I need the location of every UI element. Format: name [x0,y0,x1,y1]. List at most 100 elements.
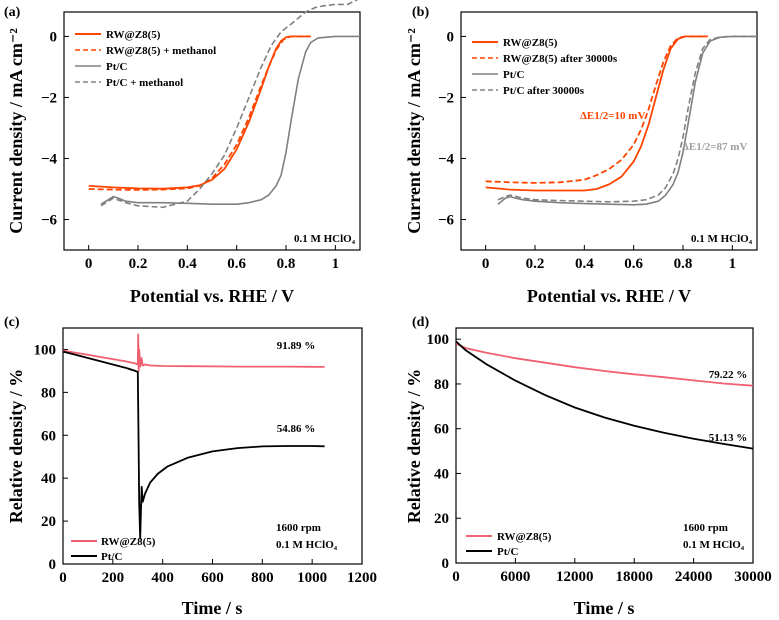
electrolyte-annotation: 0.1 M HClO₄ [276,539,338,551]
legend: RW@Z8(5) RW@Z8(5) + methanol Pt/C Pt/C +… [75,29,216,89]
series-line-pt-c-methanol [100,0,359,209]
series-line-pt-c [497,35,757,206]
x-tick-label: 800 [251,570,274,586]
y-tick-label: 0 [50,29,58,45]
y-tick-label: −4 [41,151,58,167]
y-axis-label: Relative density / % [404,369,424,524]
axis-ticks: 0 6000 12000 18000 24000 30000 0 20 40 60 80 100 [427,332,772,585]
legend-label: RW@Z8(5) [101,536,156,548]
legend-label: Pt/C after 30000s [503,85,585,97]
x-tick-label: 0.2 [129,256,148,272]
panel-label: (d) [412,315,429,330]
panel-c: (c) 0 200 400 600 800 1000 1200 0 20 40 60 80 100 Ti… [4,315,377,618]
x-tick-label: 1 [332,256,340,272]
y-tick-label: 80 [41,385,56,401]
x-tick-label: 0.4 [178,256,197,272]
x-axis-label: Potential vs. RHE / V [527,286,691,306]
rpm-annotation: 1600 rpm [276,522,321,534]
y-tick-label: 0 [49,557,57,573]
electrolyte-annotation: 0.1 M HClO₄ [294,233,356,245]
delta-e-annotation-rw: ΔE1/2=10 mV [580,110,645,122]
y-tick-label: 0 [447,29,455,45]
x-axis-label: Time / s [182,598,243,618]
x-axis-label: Potential vs. RHE / V [130,286,294,306]
curves [62,333,325,540]
series-line-pt-c [62,350,325,540]
series-line-rw-z8-5- [485,35,708,192]
legend-label: Pt/C [497,546,518,558]
curves [88,0,360,209]
x-tick-label: 0.4 [575,256,594,272]
electrolyte-annotation: 0.1 M HClO₄ [691,233,753,245]
y-tick-label: −2 [41,90,57,106]
x-tick-label: 600 [201,570,224,586]
x-tick-label: 0 [85,256,93,272]
legend-label: Pt/C [106,61,127,73]
y-tick-label: 100 [34,342,57,358]
y-tick-label: 80 [434,377,449,393]
y-tick-label: 40 [41,471,56,487]
x-axis-label: Time / s [574,598,635,618]
panel-a: (a) 0 0.2 0.4 0.6 0.8 1 0 −2 −4 −6 Potential vs. … [4,0,361,306]
x-tick-label: 0.8 [277,256,296,272]
legend-label: RW@Z8(5) [503,37,558,49]
legend-label: Pt/C + methanol [106,77,183,89]
series-line-rw-z8-5- [455,342,754,387]
y-axis-label: Current density / mA cm⁻² [6,28,26,234]
delta-e-annotation-pt: ΔE1/2=87 mV [682,141,747,153]
y-axis-label: Current density / mA cm⁻² [404,28,424,234]
legend-label: RW@Z8(5) + methanol [106,45,216,57]
x-tick-label: 200 [102,570,125,586]
curves [485,35,757,206]
axis-ticks: 0 0.2 0.4 0.6 0.8 1 0 −2 −4 −6 [438,29,736,272]
series-line-rw-z8-5-methanol [88,35,311,191]
legend-label: RW@Z8(5) [497,531,552,543]
legend: RW@Z8(5) RW@Z8(5) after 30000s Pt/C Pt/C… [472,37,618,97]
legend-label: Pt/C [101,551,122,563]
end-label: 54.86 % [277,423,316,435]
series-line-pt-c [100,35,360,205]
x-tick-label: 0 [59,570,67,586]
panel-label: (a) [4,5,21,20]
x-tick-label: 24000 [675,569,713,585]
legend-label: RW@Z8(5) [106,29,161,41]
y-tick-label: −4 [438,151,455,167]
x-tick-label: 0.6 [624,256,643,272]
x-tick-label: 1 [729,256,737,272]
legend: RW@Z8(5) Pt/C [71,536,156,563]
y-tick-label: 20 [434,511,449,527]
y-axis-label: Relative density / % [6,369,26,524]
legend: RW@Z8(5) Pt/C [466,531,552,558]
panel-label: (c) [4,315,20,330]
series-line-rw-z8-5- [62,333,325,372]
y-tick-label: 100 [427,332,450,348]
end-label: 79.22 % [709,369,748,381]
x-tick-label: 1000 [297,570,327,586]
x-tick-label: 12000 [556,569,594,585]
end-label: 51.13 % [709,432,748,444]
plot-frame [455,327,754,564]
series-line-pt-c [455,340,754,450]
series-line-pt-c-after-30000s [497,35,757,203]
panel-b: (b) 0 0.2 0.4 0.6 0.8 1 0 −2 −4 −6 Potential vs. … [404,5,758,306]
plot-frame [63,11,361,251]
y-tick-label: −2 [438,90,454,106]
x-tick-label: 0 [482,256,490,272]
x-tick-label: 6000 [500,569,530,585]
x-tick-label: 0.8 [674,256,693,272]
series-line-rw-z8-5- [88,35,311,190]
rpm-annotation: 1600 rpm [683,522,728,534]
x-tick-label: 1200 [347,570,377,586]
panel-d: (d) 0 6000 12000 18000 24000 30000 0 20 40 60 80 10… [404,315,772,618]
end-label: 91.89 % [277,340,316,352]
plot-frame [460,11,758,251]
y-tick-label: −6 [41,212,58,228]
electrolyte-annotation: 0.1 M HClO₄ [683,539,745,551]
y-tick-label: −6 [438,212,455,228]
x-tick-label: 0.6 [227,256,246,272]
axis-ticks: 0 200 400 600 800 1000 1200 0 20 40 60 80 100 [34,342,378,586]
x-tick-label: 0.2 [526,256,545,272]
y-tick-label: 20 [41,514,56,530]
y-tick-label: 60 [434,422,449,438]
